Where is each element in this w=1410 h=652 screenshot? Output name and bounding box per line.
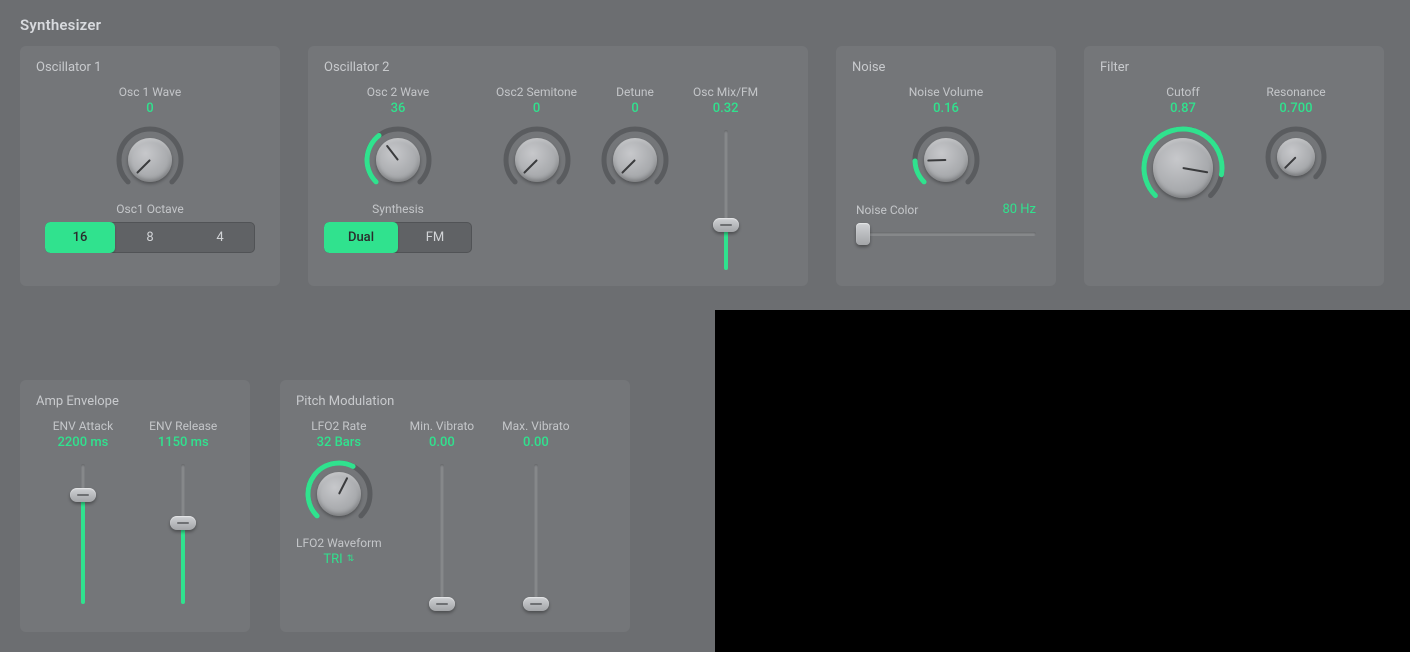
page-title: Synthesizer [20, 16, 1390, 34]
panel-title-filter: Filter [1100, 60, 1368, 75]
pitch-minvib-value: 0.00 [429, 435, 455, 450]
segment-option[interactable]: FM [398, 222, 472, 253]
pitch-waveform-dropdown[interactable]: TRI ⇅ [323, 552, 354, 567]
amp-attack-value: 2200 ms [58, 435, 109, 450]
amp-attack-slider[interactable] [69, 464, 97, 604]
osc2-wave-label: Osc 2 Wave [367, 85, 429, 99]
filter-resonance-value: 0.700 [1279, 101, 1312, 116]
osc2-mix-value: 0.32 [713, 101, 739, 116]
pitch-minvib-label: Min. Vibrato [410, 419, 474, 433]
panel-pitch: Pitch Modulation LFO2 Rate 32 Bars LFO2 … [280, 380, 630, 632]
pitch-waveform-label: LFO2 Waveform [296, 536, 382, 550]
osc2-semitone-label: Osc2 Semitone [496, 85, 577, 99]
amp-release-value: 1150 ms [158, 435, 209, 450]
pitch-maxvib-value: 0.00 [523, 435, 549, 450]
noise-color-label: Noise Color [856, 203, 918, 217]
segment-option[interactable]: 16 [45, 222, 115, 253]
osc2-detune-label: Detune [616, 85, 654, 99]
segment-option[interactable]: 4 [185, 222, 255, 253]
osc2-detune-value: 0 [631, 101, 638, 116]
segment-option[interactable]: 8 [115, 222, 185, 253]
filter-cutoff-label: Cutoff [1166, 85, 1199, 99]
osc1-octave-label: Osc1 Octave [116, 202, 183, 216]
pitch-rate-value: 32 Bars [317, 435, 362, 450]
osc2-wave-knob[interactable] [364, 126, 432, 194]
osc1-wave-label: Osc 1 Wave [119, 85, 181, 99]
pitch-rate-label: LFO2 Rate [311, 419, 366, 433]
noise-volume-label: Noise Volume [909, 85, 984, 99]
noise-color-slider[interactable] [856, 225, 1036, 243]
osc2-synth-label: Synthesis [372, 202, 424, 216]
filter-resonance-label: Resonance [1266, 85, 1325, 99]
pitch-maxvib-label: Max. Vibrato [502, 419, 569, 433]
pitch-waveform-value: TRI [323, 552, 342, 567]
amp-attack-label: ENV Attack [53, 419, 113, 433]
osc1-wave-knob[interactable] [116, 126, 184, 194]
panel-title-osc1: Oscillator 1 [36, 60, 264, 75]
osc1-octave-segmented[interactable]: 1684 [45, 222, 255, 253]
filter-cutoff-knob[interactable] [1141, 126, 1225, 210]
chevron-updown-icon: ⇅ [347, 555, 355, 564]
osc2-semitone-knob[interactable] [503, 126, 571, 194]
panel-title-osc2: Oscillator 2 [324, 60, 792, 75]
osc1-wave-value: 0 [146, 101, 153, 116]
osc2-synthesis-seg mented[interactable]: DualFM [324, 222, 472, 253]
noise-volume-knob[interactable] [912, 126, 980, 194]
amp-release-slider[interactable] [169, 464, 197, 604]
noise-color-value: 80 Hz [1002, 202, 1036, 217]
filter-resonance-knob[interactable] [1265, 126, 1327, 188]
amp-release-label: ENV Release [149, 419, 217, 433]
panel-title-noise: Noise [852, 60, 1040, 75]
osc2-mix-label: Osc Mix/FM [693, 85, 758, 99]
panel-osc1: Oscillator 1 Osc 1 Wave 0 Osc1 Octave 16… [20, 46, 280, 286]
noise-volume-value: 0.16 [933, 101, 959, 116]
osc2-semitone-value: 0 [533, 101, 540, 116]
pitch-maxvib-slider[interactable] [522, 464, 550, 604]
osc2-wave-value: 36 [391, 101, 406, 116]
osc2-detune-knob[interactable] [601, 126, 669, 194]
panel-noise: Noise Noise Volume 0.16 Noise Color 80 H… [836, 46, 1056, 286]
panel-amp: Amp Envelope ENV Attack 2200 ms ENV Rele… [20, 380, 250, 632]
filter-cutoff-value: 0.87 [1170, 101, 1196, 116]
pitch-minvib-slider[interactable] [428, 464, 456, 604]
panel-title-amp: Amp Envelope [36, 394, 234, 409]
panel-filter: Filter Cutoff 0.87 Resonance 0.700 [1084, 46, 1384, 286]
panel-title-pitch: Pitch Modulation [296, 394, 614, 409]
panel-osc2: Oscillator 2 Osc 2 Wave 36 Synthesis Dua… [308, 46, 808, 286]
osc2-mix-slider[interactable] [712, 130, 740, 270]
pitch-rate-knob[interactable] [305, 460, 373, 528]
segment-option[interactable]: Dual [324, 222, 398, 253]
